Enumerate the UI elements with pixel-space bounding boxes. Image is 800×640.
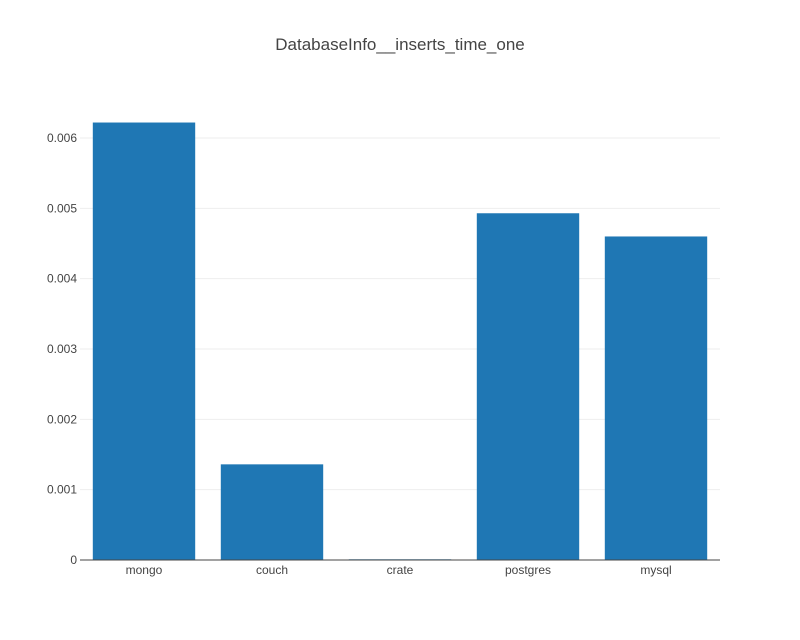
y-tick-labels: 0 0.001 0.002 0.003 0.004 0.005 0.006 xyxy=(47,131,77,567)
y-tick-label: 0.004 xyxy=(47,272,77,286)
x-tick-label-mysql: mysql xyxy=(640,563,671,577)
y-tick-label: 0.005 xyxy=(47,201,77,215)
bar-postgres xyxy=(476,213,580,561)
bar-mongo xyxy=(92,122,196,560)
y-tick-label: 0.002 xyxy=(47,412,77,426)
x-tick-label-crate: crate xyxy=(387,563,414,577)
y-tick-label: 0 xyxy=(70,553,77,567)
y-tick-label: 0.001 xyxy=(47,483,77,497)
bar-mysql xyxy=(604,236,708,560)
x-tick-label-postgres: postgres xyxy=(505,563,551,577)
bars xyxy=(92,122,708,561)
y-tick-label: 0.006 xyxy=(47,131,77,145)
x-tick-label-couch: couch xyxy=(256,563,288,577)
x-tick-label-mongo: mongo xyxy=(126,563,163,577)
x-tick-labels: mongo couch crate postgres mysql xyxy=(126,563,672,577)
y-tick-label: 0.003 xyxy=(47,342,77,356)
chart-title: DatabaseInfo__inserts_time_one xyxy=(275,35,525,54)
bar-couch xyxy=(220,464,324,560)
